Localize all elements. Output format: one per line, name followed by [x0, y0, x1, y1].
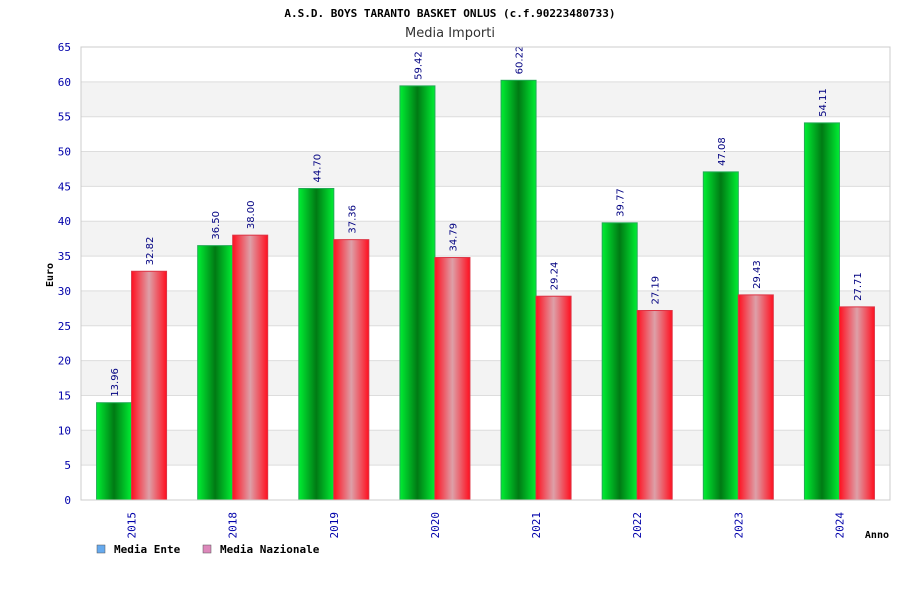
- value-label: 37.36: [347, 205, 358, 234]
- y-tick-label: 0: [64, 494, 71, 507]
- y-tick-label: 60: [58, 76, 71, 89]
- value-label: 38.00: [246, 201, 257, 230]
- y-tick-label: 15: [58, 389, 71, 402]
- bar: [197, 245, 234, 501]
- value-label: 54.11: [818, 88, 829, 117]
- value-label: 29.24: [550, 262, 561, 291]
- value-label: 32.82: [145, 237, 156, 266]
- value-label: 44.70: [312, 154, 323, 183]
- legend-label: Media Nazionale: [220, 543, 320, 556]
- plot-band: [81, 116, 890, 152]
- chart-title: A.S.D. BOYS TARANTO BASKET ONLUS (c.f.90…: [284, 7, 615, 20]
- x-tick-label: 2015: [126, 512, 139, 539]
- y-tick-label: 40: [58, 215, 71, 228]
- bar: [838, 306, 875, 501]
- plot-frame: [80, 46, 891, 501]
- legend-swatch: [202, 544, 212, 554]
- x-tick-label: 2018: [227, 512, 240, 539]
- bar: [803, 122, 840, 501]
- value-label: 36.50: [211, 211, 222, 240]
- y-tick-label: 65: [58, 41, 71, 54]
- legend: Media Ente Media Nazionale: [96, 543, 320, 556]
- y-tick-label: 50: [58, 146, 71, 159]
- plot-band: [81, 186, 890, 222]
- bar: [434, 257, 471, 501]
- bar: [96, 402, 133, 501]
- y-tick-label: 10: [58, 424, 71, 437]
- x-tick-label: 2020: [429, 512, 442, 539]
- bar: [298, 187, 335, 501]
- bar: [601, 222, 638, 501]
- plot-band: [81, 151, 890, 187]
- axes: [80, 46, 891, 501]
- bar: [500, 79, 537, 501]
- value-label: 39.77: [616, 188, 627, 217]
- value-label: 34.79: [448, 223, 459, 252]
- value-label: 13.96: [110, 368, 121, 397]
- x-tick-label: 2023: [732, 512, 745, 539]
- y-tick-label: 45: [58, 180, 71, 193]
- bar: [636, 310, 673, 501]
- y-tick-label: 35: [58, 250, 71, 263]
- plot-band: [81, 81, 890, 117]
- x-tick-label: 2024: [833, 512, 846, 539]
- y-tick-label: 55: [58, 111, 71, 124]
- value-label: 60.22: [515, 46, 526, 75]
- value-label: 59.42: [413, 51, 424, 80]
- value-label: 29.43: [752, 260, 763, 289]
- value-label: 27.19: [651, 276, 662, 305]
- bar: [333, 239, 370, 501]
- chart-subtitle: Media Importi: [405, 26, 495, 41]
- legend-label: Media Ente: [114, 543, 181, 556]
- bar: [737, 294, 774, 501]
- y-axis-label: Euro: [45, 263, 56, 287]
- bar: [399, 85, 436, 501]
- value-label: 27.71: [853, 272, 864, 301]
- x-tick-label: 2022: [631, 512, 644, 539]
- value-labels: 13.96 32.82 36.50 38.00 44.70 37.36 59.42 34.79…: [110, 46, 864, 397]
- bar: [131, 270, 168, 501]
- x-tick-labels: 2015 2018 2019 2020 2021 2022 2023 2024: [126, 512, 847, 539]
- y-tick-label: 30: [58, 285, 71, 298]
- y-tick-label: 20: [58, 355, 71, 368]
- plot-band: [81, 47, 890, 82]
- bar: [702, 171, 739, 501]
- legend-swatch: [96, 544, 106, 554]
- y-tick-label: 5: [64, 459, 71, 472]
- x-axis-label: Anno: [865, 530, 889, 541]
- bar: [232, 234, 269, 501]
- value-label: 47.08: [717, 137, 728, 166]
- y-tick-labels: 0 5 10 15 20 25 30 35 40 45 50 55 60 65: [58, 41, 71, 507]
- y-tick-label: 25: [58, 320, 71, 333]
- x-tick-label: 2019: [328, 512, 341, 539]
- bar: [535, 295, 572, 501]
- x-tick-label: 2021: [530, 512, 543, 539]
